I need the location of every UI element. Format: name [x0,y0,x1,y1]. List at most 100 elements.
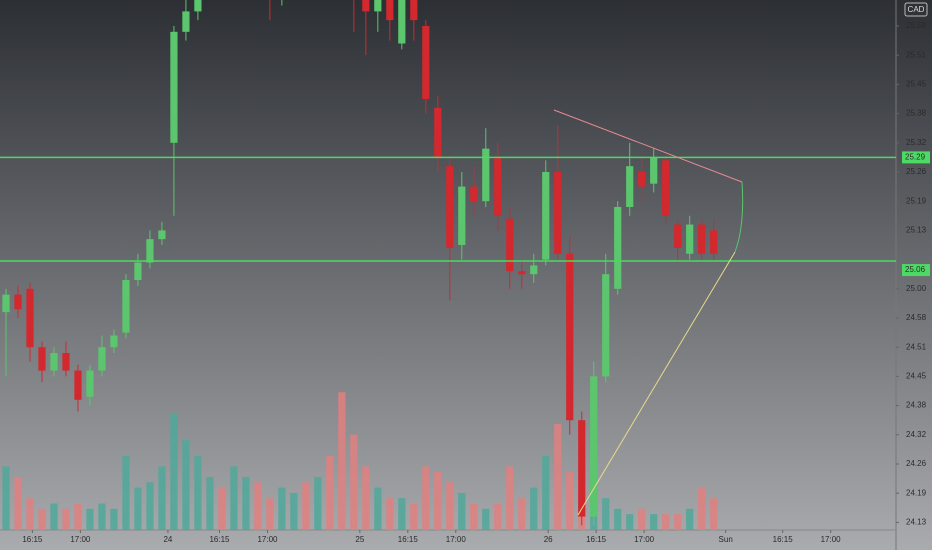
candle-body [362,0,370,12]
volume-bar [662,514,670,530]
volume-bar [230,466,238,530]
y-tick-label: 25.00 [906,284,927,293]
volume-bar [98,503,106,530]
volume-bar [218,487,226,530]
volume-bar [146,482,154,530]
level-label-box [902,264,930,277]
candle-body [38,347,46,371]
candle-body [518,271,526,275]
volume-bar [362,466,370,530]
candle-body [50,353,58,371]
candle-body [410,0,418,21]
level-label: 25.29 [905,153,926,162]
candle-body [122,280,130,333]
y-tick-label: 24.32 [906,430,927,439]
candle-body [14,294,22,310]
candle-body [686,224,694,254]
volume-bar [434,471,442,530]
candle-body [566,253,574,421]
y-tick-label: 25.19 [906,196,927,205]
candle-body [674,224,682,248]
y-tick-label: 25.13 [906,226,927,235]
volume-bar [182,439,190,530]
y-tick-label: 25.32 [906,138,927,147]
candle-body [170,31,178,143]
candle-body [590,376,598,517]
trend-line [553,109,743,183]
volume-bar [518,498,526,530]
volume-bar [458,492,466,530]
drawings [553,109,744,516]
candle-body [110,335,118,348]
volume-bar [170,413,178,530]
candle-body [146,239,154,263]
y-tick-label: 24.45 [906,372,927,381]
y-tick-label: 24.38 [906,401,927,410]
trend-line [577,251,736,516]
volume-bar [194,455,202,530]
volume-bar [626,514,634,530]
plot [0,0,896,530]
candle-body [98,347,106,371]
axes: 25.58 25.51 25.45 25.38 25.32 25.26 25.19 25.13… [22,21,930,544]
volume-bar [158,466,166,530]
volume-bar [74,503,82,530]
candle-body [2,294,10,313]
volume-bar [326,455,334,530]
volume-bar [206,477,214,530]
candle-body [386,0,394,21]
candle-body [626,166,634,208]
candle-body [62,353,70,371]
candle-body [506,218,514,272]
volume-bar [2,466,10,530]
volume-bar [266,498,274,530]
volume-bar [422,466,430,530]
x-tick-label: 17:00 [70,535,91,544]
candle-body [530,265,538,275]
y-tick-label: 25.58 [906,21,927,30]
candle-body [74,370,82,400]
volume-bar [254,482,262,530]
candle-body [650,157,658,184]
y-tick-label: 25.38 [906,109,927,118]
x-tick-label: 16:15 [209,535,230,544]
x-tick-label: 16:15 [22,535,43,544]
volume-bar [602,498,610,530]
candle-body [710,230,718,254]
candle-body [194,0,202,12]
volume-bar [302,482,310,530]
currency: CAD [908,5,925,14]
volume-bar [482,508,490,530]
volume-bar [446,482,454,530]
x-tick-label: 16:15 [398,535,419,544]
candle-body [578,420,586,517]
x-tick-label: 26 [544,535,553,544]
y-tick-label: 25.26 [906,167,927,176]
volume-bar [110,508,118,530]
volume-bar [86,508,94,530]
volume-bar [410,503,418,530]
volume-bar [674,514,682,530]
x-tick-label: 24 [163,535,172,544]
volume-bar [710,498,718,530]
y-tick-label: 24.58 [906,313,927,322]
volume-bar [506,466,514,530]
candle-body [542,171,550,260]
candle-body [482,148,490,202]
volume-bar [338,392,346,530]
y-tick-label: 24.26 [906,459,927,468]
volume-bar [530,487,538,530]
currency-box [904,2,928,17]
arc [734,181,744,253]
level-label-box [902,151,930,164]
level-label: 25.06 [905,265,926,274]
candle-body [26,288,34,348]
candle-body [398,0,406,44]
x-tick-label: 17:00 [821,535,842,544]
candle-body [602,274,610,377]
volume-bar [554,424,562,530]
y-tick-label: 25.45 [906,80,927,89]
y-tick-label: 24.19 [906,488,927,497]
volume-bar [650,514,658,530]
